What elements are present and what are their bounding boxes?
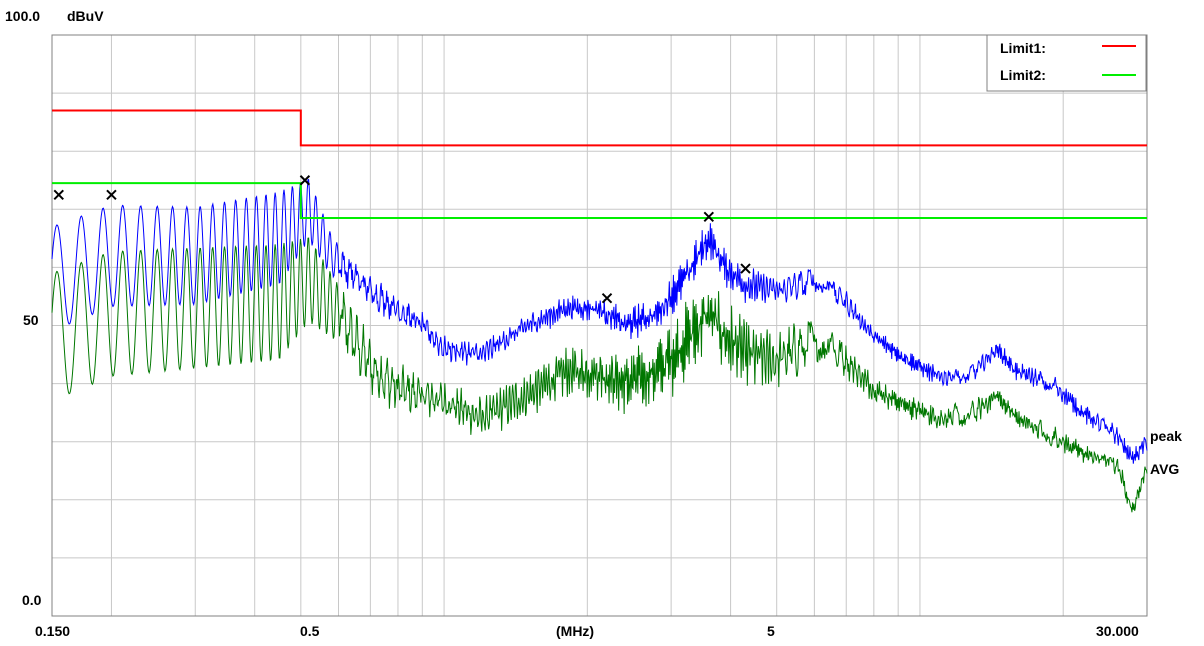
plot-border: [51, 34, 1148, 617]
series-layer: [51, 178, 1148, 513]
limit1-line: [52, 109, 1147, 147]
x-axis-unit-label: (MHz): [556, 623, 594, 639]
y-tick-label-mid: 50: [23, 312, 39, 328]
peak-marker: [53, 189, 64, 200]
x-tick-label-5: 5: [767, 623, 775, 639]
y-unit-label: dBuV: [67, 8, 104, 24]
y-tick-label-min: 0.0: [22, 592, 42, 608]
plot-frame: [51, 34, 1148, 617]
y-tick-label-max: 100.0: [5, 8, 40, 24]
grid-lines: [52, 35, 1147, 616]
x-tick-label-0-5: 0.5: [300, 623, 320, 639]
peak-marker: [703, 211, 715, 223]
x-tick-label-start: 0.150: [35, 623, 70, 639]
limits-layer: [52, 109, 1147, 220]
markers-layer: [53, 175, 751, 304]
legend-limit2-label: Limit2:: [1000, 67, 1046, 83]
limit2-line: [52, 182, 1147, 220]
avg-series-label: AVG: [1150, 461, 1179, 477]
peak-series-label: peak: [1150, 428, 1182, 444]
peak-marker: [601, 292, 613, 304]
peak-marker: [740, 263, 751, 274]
series-avg-line: [51, 237, 1148, 513]
peak-marker: [106, 189, 117, 200]
peak-marker: [299, 175, 311, 186]
legend-limit1-label: Limit1:: [1000, 40, 1046, 56]
series-peak-line: [51, 178, 1148, 464]
legend-box: [986, 34, 1147, 92]
x-tick-label-end: 30.000: [1096, 623, 1139, 639]
legend: Limit1: Limit2:: [986, 34, 1147, 92]
